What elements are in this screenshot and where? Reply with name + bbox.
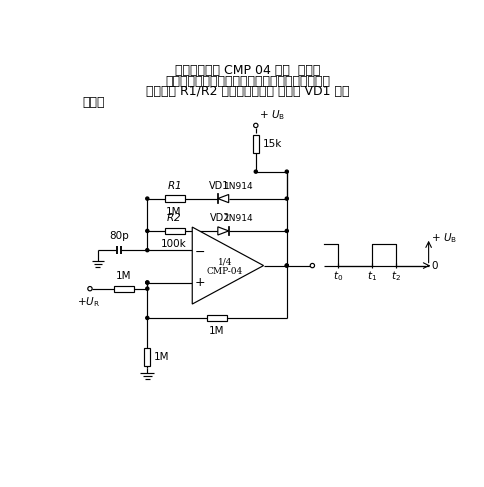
Text: $+\ U_{\rm B}$: $+\ U_{\rm B}$ [259,109,285,122]
Text: 采用四比较器 CMP 04 中的  一个比: 采用四比较器 CMP 04 中的 一个比 [175,64,321,77]
Bar [165,228,185,234]
Circle shape [285,170,288,173]
Text: CMP-04: CMP-04 [207,267,243,276]
Circle shape [146,229,149,232]
Text: $t_1$: $t_1$ [367,269,377,283]
Text: 100k: 100k [161,240,186,249]
Text: 如果比值 R1/R2 的数值很大，则 二极管 VD1 可以: 如果比值 R1/R2 的数值很大，则 二极管 VD1 可以 [146,85,350,98]
Text: 1M: 1M [209,326,225,337]
Circle shape [146,281,149,284]
Bar [144,348,151,366]
Bar [207,315,227,321]
Text: 较器及少量外界器件构成的脉冲信号电路，电路中: 较器及少量外界器件构成的脉冲信号电路，电路中 [166,75,331,88]
Bar [253,135,259,153]
Circle shape [146,281,149,284]
Polygon shape [218,194,228,203]
Text: 1M: 1M [166,207,182,217]
Text: $+U_{\rm R}$: $+U_{\rm R}$ [77,295,100,309]
Circle shape [285,264,288,267]
Text: VD1: VD1 [209,181,229,191]
Circle shape [146,287,149,290]
Circle shape [146,197,149,200]
Text: 1/4: 1/4 [217,257,232,266]
Text: 0: 0 [431,261,438,271]
Text: $-$: $-$ [195,245,206,258]
Circle shape [254,170,257,173]
Circle shape [146,249,149,252]
Text: 15k: 15k [263,139,282,149]
Text: 1N914: 1N914 [224,182,254,191]
Text: 1N914: 1N914 [224,214,254,223]
Text: 1M: 1M [116,271,132,281]
Circle shape [285,229,288,232]
Text: $t_0$: $t_0$ [333,269,343,283]
Circle shape [285,264,288,267]
Text: $R$1: $R$1 [166,179,181,191]
Text: VD2: VD2 [210,213,230,223]
Text: 取消。: 取消。 [82,96,105,109]
Text: $+$: $+$ [195,276,206,289]
Text: $R$2: $R$2 [166,211,181,223]
Bar [114,285,134,292]
Circle shape [146,317,149,319]
Text: $t_2$: $t_2$ [391,269,401,283]
Polygon shape [192,227,264,304]
Text: $+\ U_{\rm B}$: $+\ U_{\rm B}$ [431,231,457,245]
Bar [165,195,185,202]
Polygon shape [218,227,228,235]
Circle shape [285,197,288,200]
Text: 80p: 80p [109,231,128,241]
Text: 1M: 1M [154,352,170,362]
